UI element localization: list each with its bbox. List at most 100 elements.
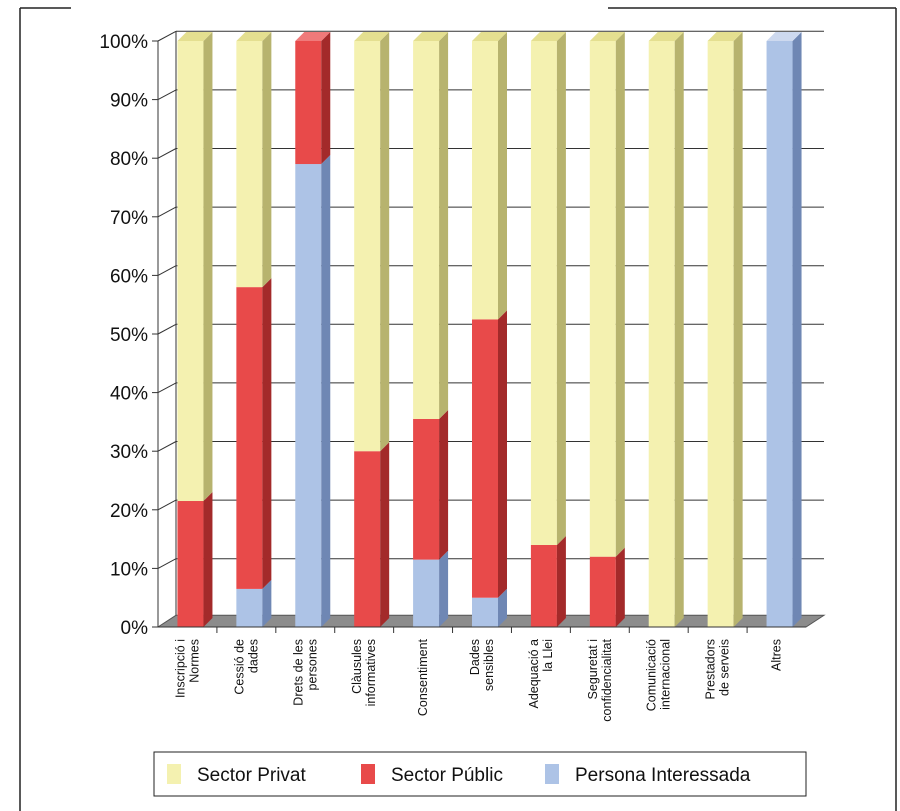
x-tick-label: Clàusulesinformatives <box>350 639 378 706</box>
x-tick-label-line: Altres <box>770 639 784 671</box>
bar-side <box>615 32 625 557</box>
bar-top <box>236 32 272 41</box>
bar-segment <box>472 32 507 320</box>
bar-side <box>439 550 449 627</box>
bar-segment <box>589 547 625 627</box>
bar-front <box>236 588 263 627</box>
x-tick-label-line: internacional <box>659 639 673 710</box>
bar-segment <box>236 278 272 589</box>
bar-side <box>262 32 272 288</box>
x-tick-label-line: Consentiment <box>416 638 430 716</box>
bar-side <box>615 547 625 627</box>
bar-top <box>413 32 449 41</box>
bar-top <box>530 32 566 41</box>
bar-front <box>177 41 204 502</box>
bar-side <box>439 32 449 419</box>
x-tick-label-line: Normes <box>187 639 201 683</box>
bar-side <box>262 278 272 589</box>
bar-top <box>766 32 802 41</box>
y-tick-label: 10% <box>110 559 148 580</box>
x-tick-label: Seguretat iconfidencialitat <box>586 638 614 721</box>
x-tick-label: Inscripció iNormes <box>173 639 201 698</box>
x-tick-label: Prestadorsde serveis <box>704 639 732 699</box>
bar-side <box>380 32 390 452</box>
bar-side <box>380 442 390 627</box>
gridline-diagonal <box>157 441 177 452</box>
bars <box>177 32 802 627</box>
bar-segment <box>354 32 390 452</box>
gridline-diagonal <box>157 148 177 159</box>
bar-front <box>530 544 557 627</box>
bar-front <box>413 41 440 419</box>
bar-front <box>766 41 793 627</box>
x-axis: Inscripció iNormes Cessió dedades Drets de… <box>158 626 806 722</box>
bar-front <box>413 559 440 627</box>
bar-side <box>733 32 743 627</box>
bar-front <box>177 501 204 627</box>
x-tick-label-line: informatives <box>364 639 378 706</box>
bar-side <box>792 32 802 627</box>
bar-front <box>472 41 498 320</box>
bar-segment <box>766 32 802 627</box>
bar-segment <box>413 550 449 627</box>
x-tick-label-line: Adequació a <box>527 639 541 709</box>
bar-side <box>321 32 331 165</box>
gridline-diagonal <box>157 30 177 42</box>
bar-segment <box>236 32 272 288</box>
bar-front <box>589 41 616 557</box>
x-tick-label-line: persones <box>305 639 319 690</box>
x-tick-label-line: la Llei <box>541 639 555 672</box>
bar-front <box>530 41 557 545</box>
bar-front <box>413 418 440 560</box>
legend: Sector Privat Sector Públic Persona Intere… <box>153 751 807 797</box>
x-tick-label-line: Clàusules <box>350 639 364 694</box>
bar-side <box>556 32 566 545</box>
y-tick-label: 40% <box>110 384 148 405</box>
bar-front <box>707 41 734 627</box>
gridline-diagonal <box>157 382 177 394</box>
y-tick-label: 20% <box>110 501 148 522</box>
y-tick-label: 70% <box>110 208 148 229</box>
x-tick-label: Drets de lespersones <box>291 639 319 706</box>
x-tick-label-line: de serveis <box>718 639 732 696</box>
y-tick-label: 30% <box>110 442 148 463</box>
bar-segment <box>472 310 507 598</box>
bar-side <box>556 535 566 627</box>
y-tick-label: 0% <box>121 618 149 639</box>
bar-segment <box>472 588 507 627</box>
bar-segment <box>177 492 213 627</box>
bar-side <box>321 155 331 627</box>
legend-label: Sector Privat <box>197 765 306 786</box>
x-tick-label: Adequació ala Llei <box>527 639 555 709</box>
bar-front <box>648 41 675 627</box>
x-tick-label-line: Dades <box>468 639 482 675</box>
y-axis: 0% 10% 20% 30% 40% 50% 60% 70% 80% 90% 100% <box>99 32 159 639</box>
legend-swatch <box>545 764 559 784</box>
x-tick-label-line: Cessió de <box>232 639 246 695</box>
gridline-diagonal <box>157 265 177 276</box>
legend-swatch <box>167 764 181 784</box>
y-tick-label: 90% <box>110 91 148 112</box>
bar-segment <box>530 32 566 545</box>
bar-side <box>203 492 213 627</box>
bar-top <box>295 32 331 41</box>
gridline-diagonal <box>157 499 177 511</box>
bar-top <box>354 32 390 41</box>
bar-top <box>177 32 213 41</box>
legend-box <box>153 751 807 797</box>
bar-segment <box>530 535 566 627</box>
bar-front <box>354 41 381 452</box>
x-tick-label-line: Seguretat i <box>586 639 600 699</box>
y-tick-label: 60% <box>110 266 148 287</box>
legend-label: Persona Interessada <box>575 765 751 786</box>
x-tick-label-line: sensibles <box>482 639 496 691</box>
bar-side <box>439 409 449 560</box>
bar-front <box>236 287 263 589</box>
bar-front <box>354 451 381 627</box>
bar-segment <box>413 32 449 419</box>
bar-top <box>589 32 625 41</box>
bar-segment <box>589 32 625 557</box>
y-tick-label: 100% <box>99 32 148 53</box>
